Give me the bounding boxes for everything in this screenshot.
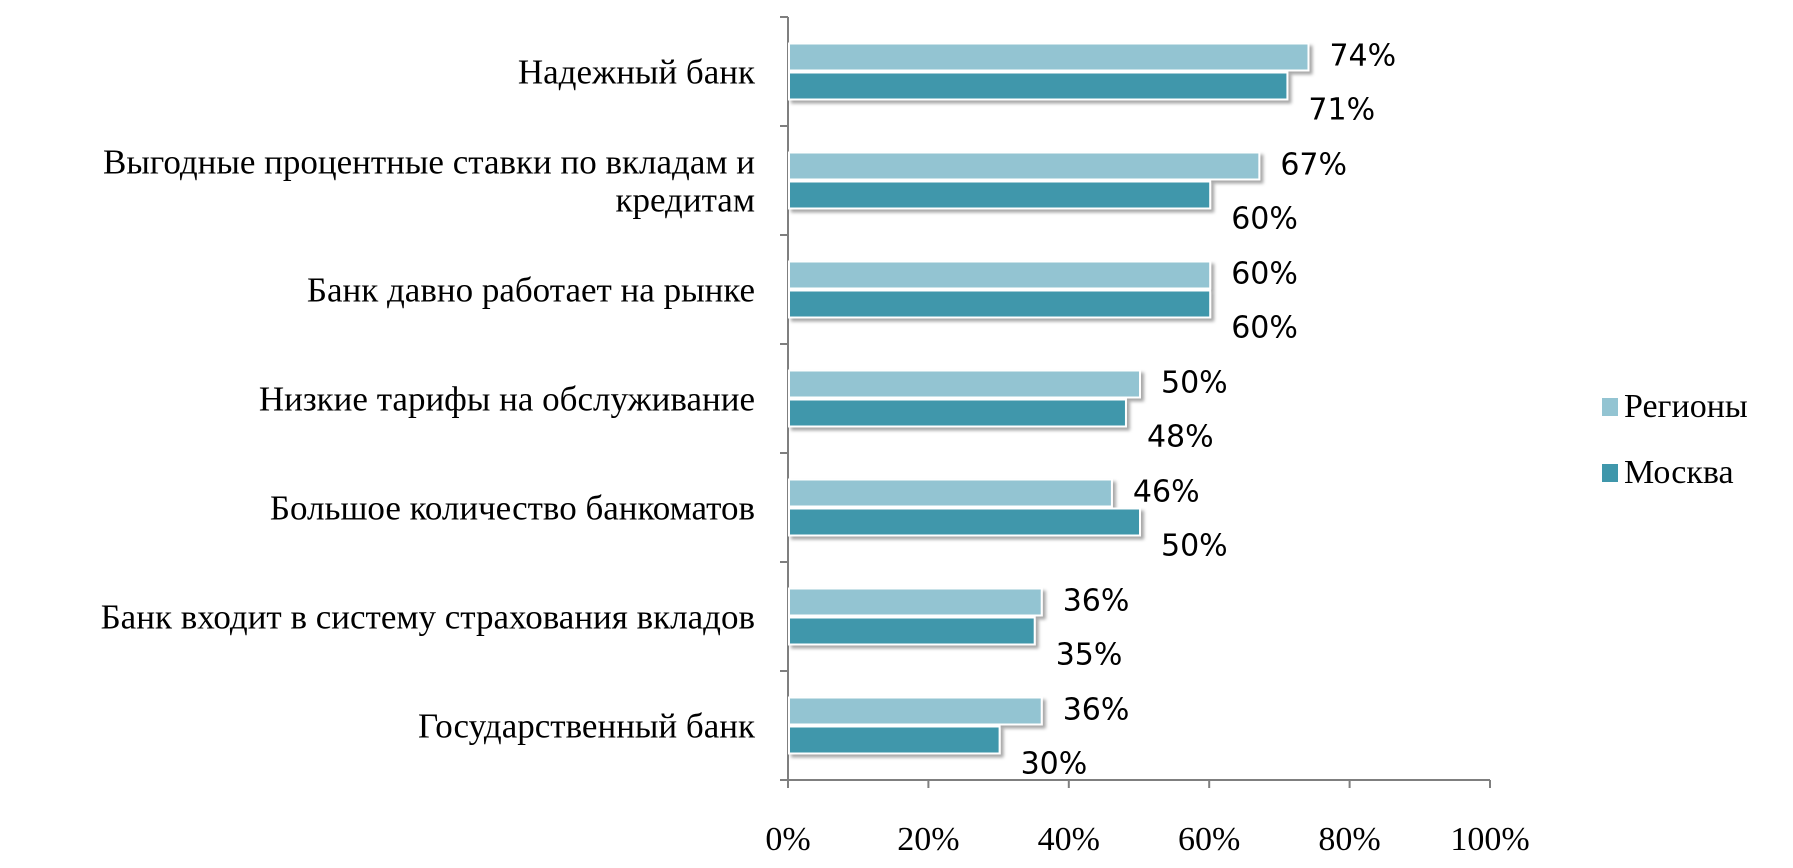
data-label: 30%: [1021, 747, 1088, 782]
bar: [788, 71, 1289, 101]
bars-group: [788, 42, 1310, 755]
bar: [788, 42, 1310, 72]
bar: [788, 616, 1036, 646]
data-label: 50%: [1161, 529, 1228, 564]
bar: [788, 369, 1141, 399]
bar: [788, 260, 1212, 290]
bar: [788, 289, 1212, 319]
x-tick-label: 100%: [1450, 821, 1529, 858]
data-label: 67%: [1280, 148, 1347, 183]
category-label: Низкие тарифы на обслуживание: [259, 380, 755, 419]
data-label: 71%: [1308, 93, 1375, 128]
data-label: 50%: [1161, 366, 1228, 401]
data-label: 36%: [1063, 584, 1130, 619]
category-label: Большое количество банкоматов: [270, 489, 755, 528]
category-label: Банк давно работает на рынке: [307, 271, 755, 310]
x-tick-label: 20%: [897, 821, 959, 858]
bar: [788, 587, 1043, 617]
x-tick-label: 60%: [1178, 821, 1240, 858]
data-label: 60%: [1231, 311, 1298, 346]
legend-swatch: [1602, 464, 1618, 482]
category-label: Выгодные процентные ставки по вкладам и: [103, 143, 755, 182]
bar: [788, 696, 1043, 726]
category-label: Государственный банк: [418, 707, 756, 746]
data-label: 36%: [1063, 693, 1130, 728]
legend-label: Регионы: [1624, 388, 1748, 425]
x-tick-label: 40%: [1038, 821, 1100, 858]
legend-swatch: [1602, 398, 1618, 416]
data-labels-group: 74%71%67%60%60%60%50%48%46%50%36%35%36%3…: [1021, 39, 1397, 782]
data-label: 60%: [1231, 257, 1298, 292]
bar: [788, 398, 1127, 428]
x-tick-label: 0%: [765, 821, 810, 858]
data-label: 46%: [1133, 475, 1200, 510]
x-tick-label: 80%: [1318, 821, 1380, 858]
bar: [788, 180, 1212, 210]
legend: Регионы Москва: [1602, 388, 1748, 491]
category-axis: Надежный банк Выгодные процентные ставки …: [101, 16, 789, 781]
category-label: Надежный банк: [518, 53, 756, 92]
category-label: Банк входит в систему страхования вкладо…: [101, 598, 755, 637]
data-label: 48%: [1147, 420, 1214, 455]
data-label: 74%: [1329, 39, 1396, 74]
data-label: 35%: [1056, 638, 1123, 673]
bar: [788, 507, 1141, 537]
bar: [788, 151, 1261, 181]
data-label: 60%: [1231, 202, 1298, 237]
bar: [788, 725, 1001, 755]
legend-label: Москва: [1624, 454, 1734, 491]
category-label: кредитам: [615, 181, 755, 220]
bar: [788, 478, 1113, 508]
value-axis: 0% 20% 40% 60% 80% 100%: [765, 779, 1530, 858]
